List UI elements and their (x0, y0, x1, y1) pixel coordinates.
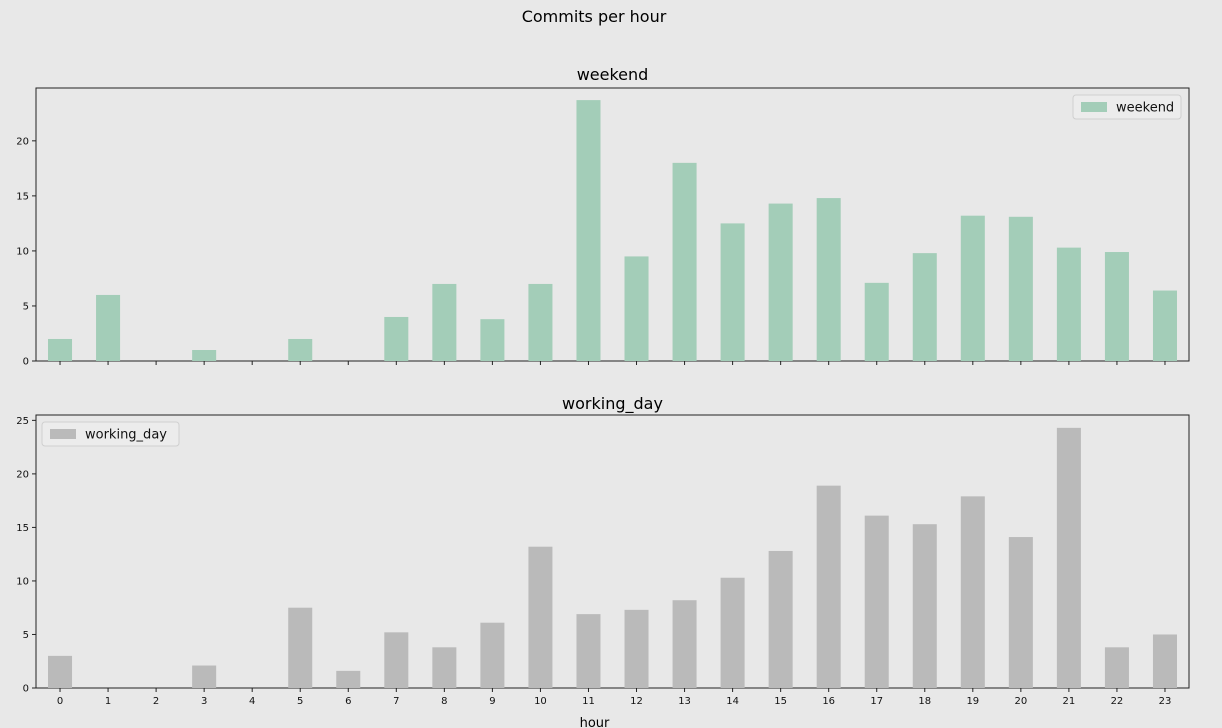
legend-box (1072, 94, 1182, 120)
bar-18 (912, 253, 937, 361)
chart-title: working_day (562, 394, 663, 414)
x-tick-label: 21 (1063, 696, 1076, 707)
legend-box (41, 421, 180, 447)
bar-22 (1104, 252, 1129, 361)
bar-11 (576, 100, 601, 361)
bar-7 (384, 632, 409, 688)
x-tick-label: 8 (441, 696, 447, 707)
x-tick-label: 9 (489, 696, 495, 707)
y-tick-label: 0 (23, 357, 29, 368)
x-axis-label: hour (580, 716, 610, 728)
bar-16 (816, 485, 841, 688)
bar-15 (768, 550, 793, 688)
plot-frame (35, 87, 1190, 362)
weekend-chart: weekend 0 5 10 15 20 weekend (16, 65, 1190, 368)
bar-13 (672, 162, 697, 361)
x-tick-label: 20 (1014, 696, 1027, 707)
x-tick-label: 13 (678, 696, 691, 707)
bar-9 (480, 622, 505, 688)
x-tick-label: 14 (726, 696, 739, 707)
x-tick-label: 7 (393, 696, 399, 707)
bar-14 (720, 223, 745, 361)
y-tick-label: 10 (16, 576, 29, 587)
legend-label: working_day (85, 428, 167, 443)
bar-18 (912, 524, 937, 688)
bar-8 (432, 283, 457, 361)
legend-swatch (50, 429, 76, 439)
bar-21 (1056, 247, 1081, 361)
bar-10 (528, 283, 553, 361)
bar-0 (48, 338, 73, 361)
y-tick-label: 5 (23, 301, 29, 312)
x-tick-label: 10 (534, 696, 547, 707)
y-tick-label: 15 (16, 191, 29, 202)
bar-22 (1104, 647, 1129, 688)
x-tick-label: 6 (345, 696, 351, 707)
chart-title: weekend (577, 65, 649, 84)
x-tick-label: 15 (774, 696, 787, 707)
bar-8 (432, 647, 457, 688)
bar-5 (288, 338, 313, 361)
bar-16 (816, 198, 841, 361)
x-tick-label: 22 (1111, 696, 1124, 707)
y-tick-label: 10 (16, 246, 29, 257)
bar-19 (960, 496, 985, 688)
bar-1 (96, 294, 121, 361)
bar-10 (528, 546, 553, 688)
bar-20 (1008, 216, 1033, 361)
bar-11 (576, 614, 601, 688)
bar-3 (192, 349, 217, 361)
x-tick-label: 1 (105, 696, 111, 707)
x-tick-label: 4 (249, 696, 255, 707)
x-tick-label: 0 (57, 696, 63, 707)
bar-23 (1152, 634, 1177, 688)
bar-12 (624, 256, 649, 361)
bar-5 (288, 607, 313, 688)
bar-0 (48, 655, 73, 688)
bar-17 (864, 515, 889, 688)
y-tick-label: 25 (16, 416, 29, 427)
x-tick-label: 12 (630, 696, 643, 707)
bar-21 (1056, 427, 1081, 688)
y-tick-label: 0 (23, 684, 29, 695)
bar-17 (864, 282, 889, 361)
y-tick-label: 20 (16, 469, 29, 480)
bar-14 (720, 577, 745, 688)
figure-suptitle: Commits per hour (522, 7, 667, 26)
x-tick-label: 18 (918, 696, 931, 707)
x-tick-label: 2 (153, 696, 159, 707)
plot-frame (35, 414, 1190, 689)
x-tick-label: 23 (1159, 696, 1172, 707)
bar-12 (624, 609, 649, 688)
bar-19 (960, 215, 985, 361)
x-tick-label: 16 (822, 696, 835, 707)
y-tick-label: 20 (16, 136, 29, 147)
bar-20 (1008, 537, 1033, 688)
bar-9 (480, 319, 505, 361)
x-tick-label: 17 (870, 696, 883, 707)
x-tick-label: 11 (582, 696, 595, 707)
x-tick-label: 5 (297, 696, 303, 707)
bar-23 (1152, 290, 1177, 361)
bar-7 (384, 316, 409, 361)
bar-15 (768, 203, 793, 361)
bar-3 (192, 665, 217, 688)
legend-swatch (1081, 102, 1107, 112)
x-tick-label: 19 (966, 696, 979, 707)
bar-6 (336, 670, 361, 688)
y-tick-label: 5 (23, 630, 29, 641)
y-tick-label: 15 (16, 523, 29, 534)
x-tick-label: 3 (201, 696, 207, 707)
bar-13 (672, 600, 697, 688)
legend-label: weekend (1116, 101, 1174, 116)
